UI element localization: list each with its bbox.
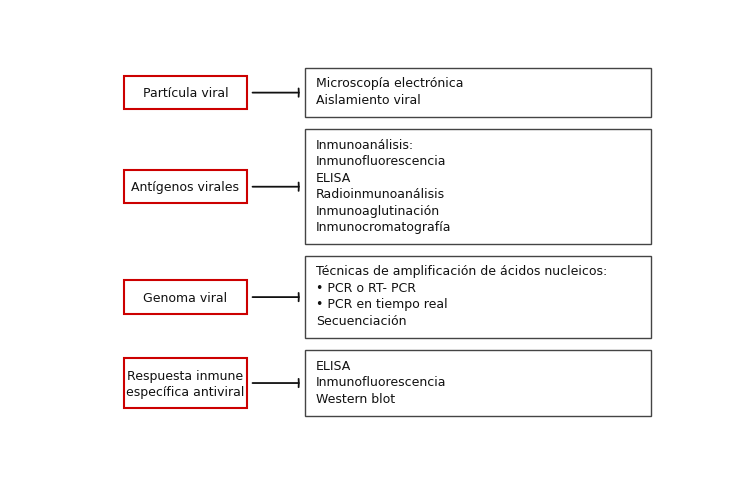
Text: Antígenos virales: Antígenos virales: [132, 181, 240, 194]
Text: Inmunoanálisis:
Inmunofluorescencia
ELISA
Radioinmunoanálisis
Inmunoaglutinación: Inmunoanálisis: Inmunofluorescencia ELIS…: [316, 139, 451, 234]
Bar: [305, 350, 651, 416]
Bar: [124, 359, 246, 408]
Text: Respuesta inmune
específica antiviral: Respuesta inmune específica antiviral: [126, 369, 244, 398]
Text: Microscopía electrónica
Aislamiento viral: Microscopía electrónica Aislamiento vira…: [316, 77, 463, 107]
Bar: [124, 77, 246, 110]
Bar: [305, 69, 651, 118]
Bar: [124, 281, 246, 314]
Bar: [305, 256, 651, 338]
Text: Genoma viral: Genoma viral: [143, 291, 228, 304]
Text: Técnicas de amplificación de ácidos nucleicos:
• PCR o RT- PCR
• PCR en tiempo r: Técnicas de amplificación de ácidos nucl…: [316, 265, 607, 327]
Text: Partícula viral: Partícula viral: [142, 87, 228, 100]
Bar: [305, 130, 651, 245]
Bar: [124, 171, 246, 204]
Text: ELISA
Inmunofluorescencia
Western blot: ELISA Inmunofluorescencia Western blot: [316, 359, 447, 405]
